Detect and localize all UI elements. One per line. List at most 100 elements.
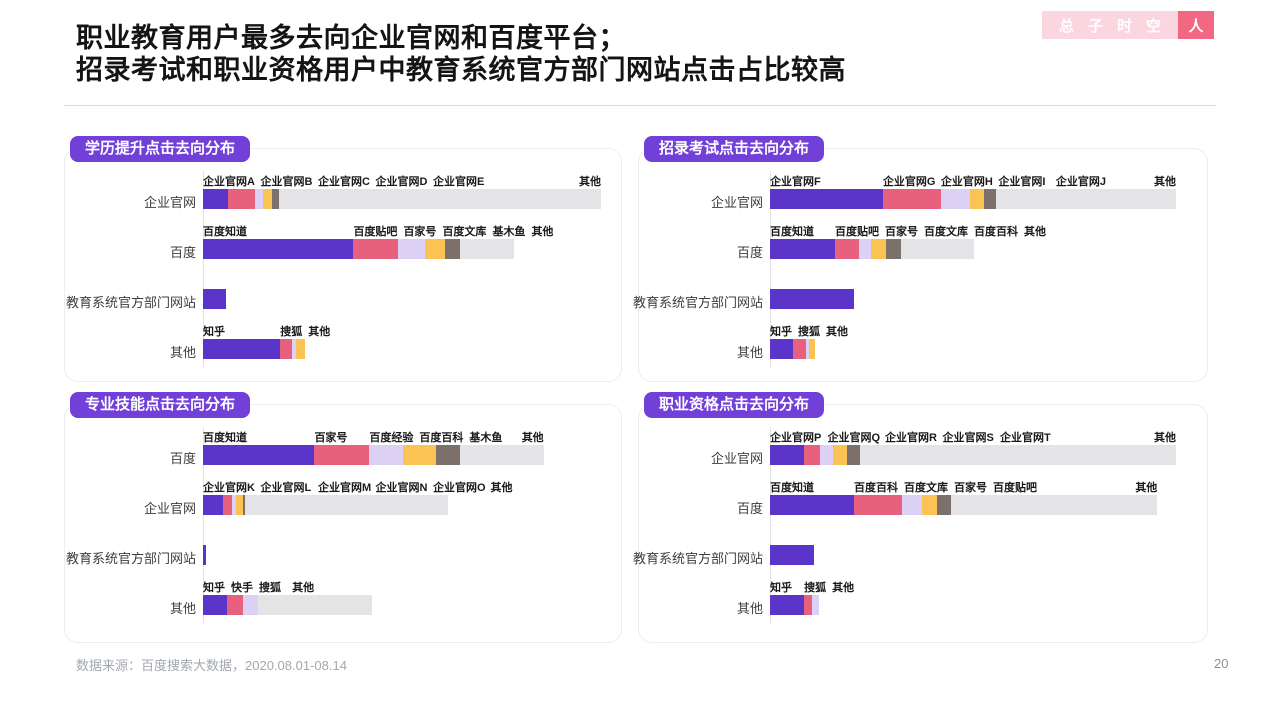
brand-logo-mark: 人 [1178,11,1215,39]
segment-label: 企业官网P [770,432,822,444]
segment-label: 知乎 [770,326,792,338]
segment-label: 企业官网D [375,176,428,188]
stacked-bar [203,339,601,359]
category-label: 其他 [169,601,196,616]
bar-segment [203,545,206,565]
segment-label: 企业官网K [203,482,255,494]
bar-segment [770,339,794,359]
bar-segment [314,445,370,465]
chart-zhaolu-kaoshi: 企业官网 企业官网F 企业官网G 企业官网H 企业官网I 企业官网J 其他 百度 百度知道 百度贴… [633,149,1207,381]
segment-label: 企业官网E [433,176,485,188]
brand-logo-char: 总 [1059,17,1075,35]
segment-label: 搜狐 [804,582,827,594]
bar-segment [885,239,901,259]
bar-segment [203,189,228,209]
bar-segment [245,495,449,515]
chart-zhuanye-jineng: 百度 百度知道 百家号 百度经验 百度百科 基木鱼 其他 企业官网 企业官网K 企业官网L 企业官网… [65,405,621,642]
segment-label: 企业官网A [203,176,255,188]
panel-zhuanye-jineng: 专业技能点击去向分布 百度 百度知道 百家号 百度经验 百度百科 基木鱼 其他 企业官网 企业官… [64,392,622,643]
bar-segment [858,239,871,259]
stacked-bar [770,595,1176,615]
bar-segment [353,239,399,259]
category-label: 百度 [736,245,763,260]
category-label: 教育系统官方部门网站 [65,551,196,566]
panel-zhiye-zige: 职业资格点击去向分布 企业官网 企业官网P 企业官网Q 企业官网R 企业官网S 企业官网T… [633,392,1208,643]
bar-segment [833,445,847,465]
segment-label: 快手 [231,582,253,594]
segment-label: 知乎 [203,326,225,338]
bar-segment [793,339,806,359]
y-axis-line [203,427,204,623]
bar-segment [970,189,985,209]
page-title-line1: 职业教育用户最多去向企业官网和百度平台； [76,23,626,53]
category-label: 百度 [169,451,196,466]
segment-label: 企业官网H [940,176,993,188]
segment-label: 百度文库 [442,226,487,238]
bar-segment [860,445,1176,465]
segment-label: 知乎 [203,582,225,594]
segment-label: 其他 [579,176,601,188]
bar-segment [770,189,883,209]
stacked-bar [770,545,1176,565]
bar-segment [770,239,835,259]
segment-label: 百家号 [403,226,437,238]
bar-segment [222,495,233,515]
stacked-bar [203,495,601,515]
stacked-bar [770,339,1176,359]
category-label: 企业官网 [710,195,763,210]
segment-label: 企业官网O [433,482,486,494]
panel-title-badge: 学历提升点击去向分布 [70,136,251,162]
page-title-line2: 招录考试和职业资格用户中教育系统官方部门网站点击占比较高 [76,55,846,85]
bar-segment [804,445,820,465]
page-number: 20 [1214,656,1229,671]
segment-label: 企业官网F [770,176,821,188]
bar-segment [937,495,951,515]
segment-label: 其他 [1135,482,1158,494]
brand-logo-char: 时 [1117,17,1133,35]
bar-segment [280,339,292,359]
y-axis-line [770,427,771,623]
bar-segment [398,239,426,259]
segment-label: 企业官网Q [827,432,881,444]
segment-label: 百度文库 [923,226,968,238]
data-source-note: 数据来源：百度搜索大数据，2020.08.01-08.14 [76,658,347,673]
bar-segment [278,189,601,209]
bar-segment [444,239,461,259]
category-label: 教育系统官方部门网站 [65,295,196,310]
segment-label: 知乎 [770,582,792,594]
segment-label: 百度知道 [770,482,814,494]
brand-logo-char: 空 [1146,17,1162,35]
panel-xueli-tisheng: 学历提升点击去向分布 企业官网 企业官网A 企业官网B 企业官网C 企业官网D 企业官网E… [64,136,622,382]
stacked-bar [203,445,601,465]
stacked-bar [770,239,1176,259]
chart-zhiye-zige: 企业官网 企业官网P 企业官网Q 企业官网R 企业官网S 企业官网T 其他 百度 百度知道 百度百… [633,405,1207,642]
segment-label: 其他 [1154,432,1176,444]
bar-segment [770,445,805,465]
bar-segment [227,189,255,209]
bar-segment [203,495,223,515]
stacked-bar [203,239,601,259]
bar-segment [459,445,544,465]
bar-segment [922,495,938,515]
bar-segment [203,339,281,359]
bar-segment [295,339,305,359]
category-label: 企业官网 [143,195,196,210]
segment-label: 百度贴吧 [993,482,1038,494]
bar-segment [227,595,244,615]
segment-label: 企业官网C [318,176,370,188]
bar-segment [770,495,855,515]
stacked-bar [770,289,1176,309]
bar-segment [254,189,264,209]
bar-segment [203,289,227,309]
bar-segment [846,445,861,465]
segment-label: 百度知道 [203,432,247,444]
segment-label: 百度文库 [904,482,949,494]
segment-label: 企业官网T [1000,432,1051,444]
bar-segment [272,189,279,209]
segment-label: 搜狐 [259,582,281,594]
segment-label: 百家号 [314,432,348,444]
y-axis-line [770,171,771,367]
panel-title-badge: 招录考试点击去向分布 [644,136,825,162]
segment-label: 企业官网I [998,176,1046,188]
